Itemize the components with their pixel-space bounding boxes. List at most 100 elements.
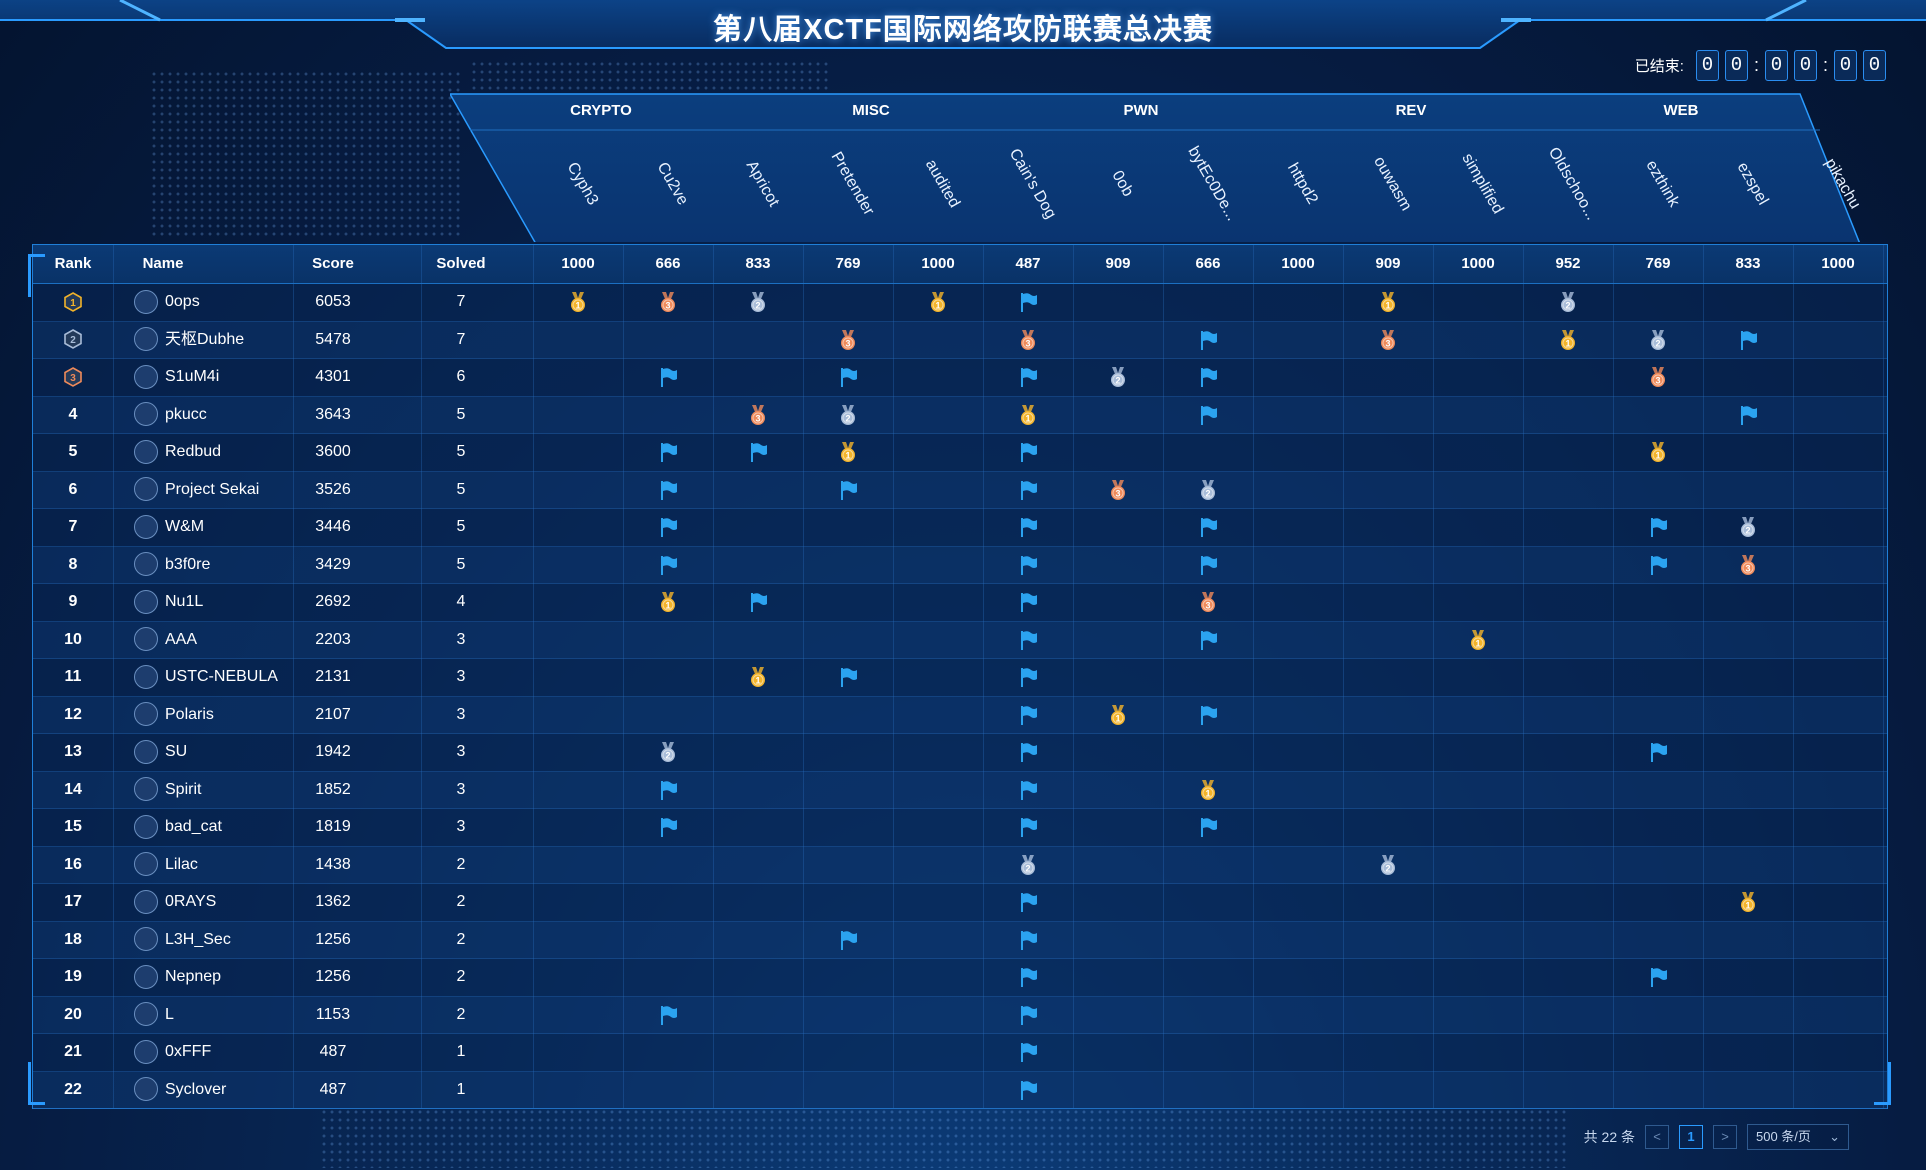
- solve-medal: 1: [927, 291, 949, 313]
- flag-icon: [1021, 1043, 1037, 1062]
- rank-cell: 14: [64, 780, 82, 798]
- table-row[interactable]: 8 b3f0re 3429 5 3: [33, 545, 1887, 584]
- table-row[interactable]: 15 bad_cat 1819 3: [33, 808, 1887, 847]
- prev-page-button[interactable]: <: [1645, 1125, 1669, 1149]
- team-name-cell[interactable]: AAA: [134, 621, 293, 659]
- frame-corner: [1874, 1062, 1891, 1105]
- team-name-cell[interactable]: S1uM4i: [134, 358, 293, 396]
- solve-flag: [1017, 741, 1039, 763]
- solve-flag: [1647, 516, 1669, 538]
- solve-flag: [1017, 629, 1039, 651]
- rank-cell: 20: [64, 1005, 82, 1023]
- name-header[interactable]: Name: [142, 255, 184, 272]
- bronze-medal-icon: 3: [1021, 329, 1035, 350]
- table-row[interactable]: 19 Nepnep 1256 2: [33, 958, 1887, 997]
- svg-text:2: 2: [665, 751, 670, 761]
- team-name-cell[interactable]: bad_cat: [134, 808, 293, 846]
- table-row[interactable]: 11 USTC-NEBULA 2131 3 1: [33, 658, 1887, 697]
- table-row[interactable]: 16 Lilac 1438 2 2 2: [33, 845, 1887, 884]
- table-row[interactable]: 18 L3H_Sec 1256 2: [33, 920, 1887, 959]
- team-name-cell[interactable]: Nepnep: [134, 958, 293, 996]
- solve-flag: [1017, 779, 1039, 801]
- team-name-cell[interactable]: b3f0re: [134, 546, 293, 584]
- team-name-cell[interactable]: SU: [134, 733, 293, 771]
- page-1-button[interactable]: 1: [1679, 1125, 1703, 1149]
- table-row[interactable]: 9 Nu1L 2692 4 1 3: [33, 583, 1887, 622]
- silver-medal-icon: 2: [1561, 292, 1575, 312]
- team-name: 0xFFF: [165, 1043, 212, 1060]
- table-row[interactable]: 20 L 1153 2: [33, 995, 1887, 1034]
- score-cell: 2203: [315, 630, 351, 648]
- table-row[interactable]: 1 0ops 6053 7 1 3 2 1 1 2: [33, 283, 1887, 322]
- team-name-cell[interactable]: 0xFFF: [134, 1033, 293, 1071]
- solve-medal: 3: [1017, 329, 1039, 351]
- page-size-select[interactable]: 500 条/页 ⌄: [1747, 1124, 1849, 1150]
- table-row[interactable]: 4 pkucc 3643 5 3 2 1: [33, 395, 1887, 434]
- solve-medal: 3: [1737, 554, 1759, 576]
- next-page-button[interactable]: >: [1713, 1125, 1737, 1149]
- team-name-cell[interactable]: Syclover: [134, 1071, 293, 1109]
- team-name-cell[interactable]: pkucc: [134, 396, 293, 434]
- bronze-medal-icon: 3: [751, 404, 765, 425]
- solve-medal: 1: [1467, 629, 1489, 651]
- solve-flag: [1017, 704, 1039, 726]
- flag-icon: [841, 668, 857, 687]
- table-row[interactable]: 10 AAA 2203 3 1: [33, 620, 1887, 659]
- team-name-cell[interactable]: 0RAYS: [134, 883, 293, 921]
- table-row[interactable]: 6 Project Sekai 3526 5 3 2: [33, 470, 1887, 509]
- score-header[interactable]: Score: [312, 255, 354, 272]
- solve-flag: [837, 479, 859, 501]
- table-row[interactable]: 7 W&M 3446 5 2: [33, 508, 1887, 547]
- challenge-points-header: 1000: [921, 255, 955, 272]
- team-name-cell[interactable]: Project Sekai: [134, 471, 293, 509]
- team-avatar: [134, 889, 158, 914]
- team-name: Syclover: [165, 1080, 227, 1098]
- solved-cell: 5: [456, 480, 466, 498]
- table-row[interactable]: 12 Polaris 2107 3 1: [33, 695, 1887, 734]
- score-cell: 1362: [315, 893, 351, 910]
- table-row[interactable]: 14 Spirit 1852 3 1: [33, 770, 1887, 809]
- table-row[interactable]: 3 S1uM4i 4301 6 2 3: [33, 358, 1887, 397]
- team-avatar: [134, 289, 158, 314]
- svg-text:3: 3: [845, 338, 850, 348]
- table-row[interactable]: 13 SU 1942 3 2: [33, 733, 1887, 772]
- team-name: SU: [165, 743, 188, 760]
- team-name-cell[interactable]: Redbud: [134, 433, 293, 471]
- solve-flag: [1017, 479, 1039, 501]
- rank-cell: 13: [64, 743, 82, 760]
- team-name-cell[interactable]: L: [134, 996, 293, 1034]
- table-row[interactable]: 2 天枢Dubhe 5478 7 3 3 3 1 2: [33, 320, 1887, 359]
- solve-flag: [1017, 1079, 1039, 1101]
- challenge-points-header: 833: [1735, 255, 1761, 272]
- solved-header[interactable]: Solved: [436, 255, 486, 272]
- team-name: b3f0re: [165, 555, 211, 573]
- team-name-cell[interactable]: USTC-NEBULA: [134, 658, 293, 696]
- table-row[interactable]: 22 Syclover 487 1: [33, 1070, 1887, 1109]
- svg-text:1: 1: [755, 676, 760, 686]
- team-name: Nepnep: [165, 968, 222, 985]
- solve-medal: 1: [567, 291, 589, 313]
- column-divider: [293, 245, 294, 1108]
- flag-icon: [1201, 630, 1217, 650]
- rank-cell: 11: [64, 668, 82, 685]
- svg-text:3: 3: [755, 413, 760, 423]
- rank-header[interactable]: Rank: [54, 255, 92, 272]
- table-row[interactable]: 5 Redbud 3600 5 1 1: [33, 433, 1887, 472]
- team-name-cell[interactable]: Spirit: [134, 771, 293, 809]
- team-name-cell[interactable]: L3H_Sec: [134, 921, 293, 959]
- team-name-cell[interactable]: W&M: [134, 508, 293, 546]
- page-size-value: 500 条/页: [1756, 1129, 1811, 1144]
- solve-flag: [1017, 554, 1039, 576]
- timer-colon: :: [1822, 55, 1828, 75]
- team-name-cell[interactable]: 0ops: [134, 283, 293, 321]
- table-row[interactable]: 21 0xFFF 487 1: [33, 1033, 1887, 1072]
- solve-medal: 3: [1377, 329, 1399, 351]
- team-name-cell[interactable]: Polaris: [134, 696, 293, 734]
- team-name-cell[interactable]: 天枢Dubhe: [134, 321, 293, 359]
- challenge-points-header: 666: [655, 255, 681, 272]
- solve-flag: [1197, 816, 1219, 838]
- svg-text:1: 1: [845, 451, 850, 461]
- team-name-cell[interactable]: Nu1L: [134, 583, 293, 621]
- table-row[interactable]: 17 0RAYS 1362 2 1: [33, 883, 1887, 922]
- team-name-cell[interactable]: Lilac: [134, 846, 293, 884]
